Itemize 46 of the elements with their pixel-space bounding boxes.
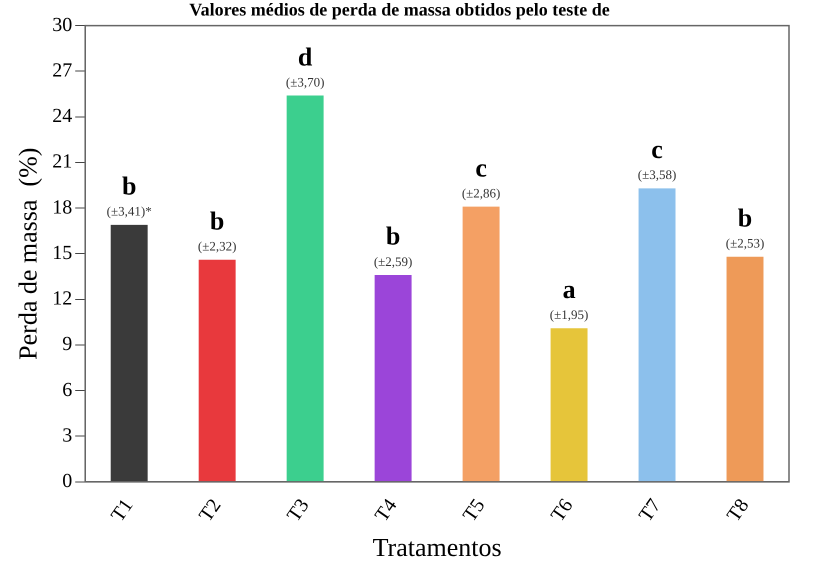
bar	[374, 275, 412, 482]
annotation: d	[298, 42, 313, 72]
annotation: (±2,86)	[462, 185, 500, 200]
bar	[198, 260, 236, 482]
annotation: (±2,32)	[198, 238, 236, 254]
bar	[286, 96, 324, 482]
annotation: b	[386, 222, 400, 251]
y-tick-label: 12	[52, 288, 72, 310]
x-tick-label: T4	[370, 494, 402, 526]
x-tick-label: T1	[106, 494, 138, 526]
bar	[638, 188, 676, 482]
bar	[550, 328, 588, 482]
x-tick-label: T8	[722, 494, 754, 526]
annotation: c	[475, 153, 487, 182]
x-tick-label: T6	[546, 494, 578, 526]
x-tick-label: T2	[194, 494, 226, 526]
x-tick-label: T7	[634, 494, 666, 526]
annotation: (±3,70)	[286, 74, 324, 90]
y-tick-label: 21	[52, 150, 72, 173]
x-tick-label: T5	[458, 494, 490, 526]
y-tick-label: 0	[62, 470, 72, 492]
chart-title: Valores médios de perda de massa obtidos pelo teste de	[189, 0, 610, 20]
y-tick-label: 15	[52, 242, 72, 264]
annotation: (±2,59)	[374, 254, 412, 269]
y-axis-title: Perda de massa (%)	[13, 148, 42, 360]
y-tick-label: 18	[52, 196, 72, 218]
y-tick-label: 6	[62, 378, 72, 401]
annotation: (±2,53)	[726, 236, 764, 251]
bar	[726, 256, 764, 482]
y-tick-label: 30	[52, 14, 72, 36]
y-tick-label: 3	[62, 424, 72, 446]
annotation: (±3,58)	[638, 167, 676, 182]
annotation: a	[562, 274, 576, 304]
x-tick-label: T3	[282, 494, 314, 526]
annotation: b	[122, 172, 136, 201]
annotation: (±3,41)*	[106, 204, 152, 219]
annotation: b	[738, 203, 752, 232]
annotation: (±1,95)	[550, 307, 588, 322]
y-tick-label: 9	[62, 333, 72, 356]
y-tick-label: 24	[52, 105, 72, 128]
bar	[462, 206, 500, 482]
bar	[110, 224, 148, 482]
x-axis-title: Tratamentos	[372, 533, 502, 562]
annotation: b	[210, 206, 224, 236]
y-tick-label: 27	[52, 59, 72, 82]
annotation: c	[651, 135, 663, 164]
